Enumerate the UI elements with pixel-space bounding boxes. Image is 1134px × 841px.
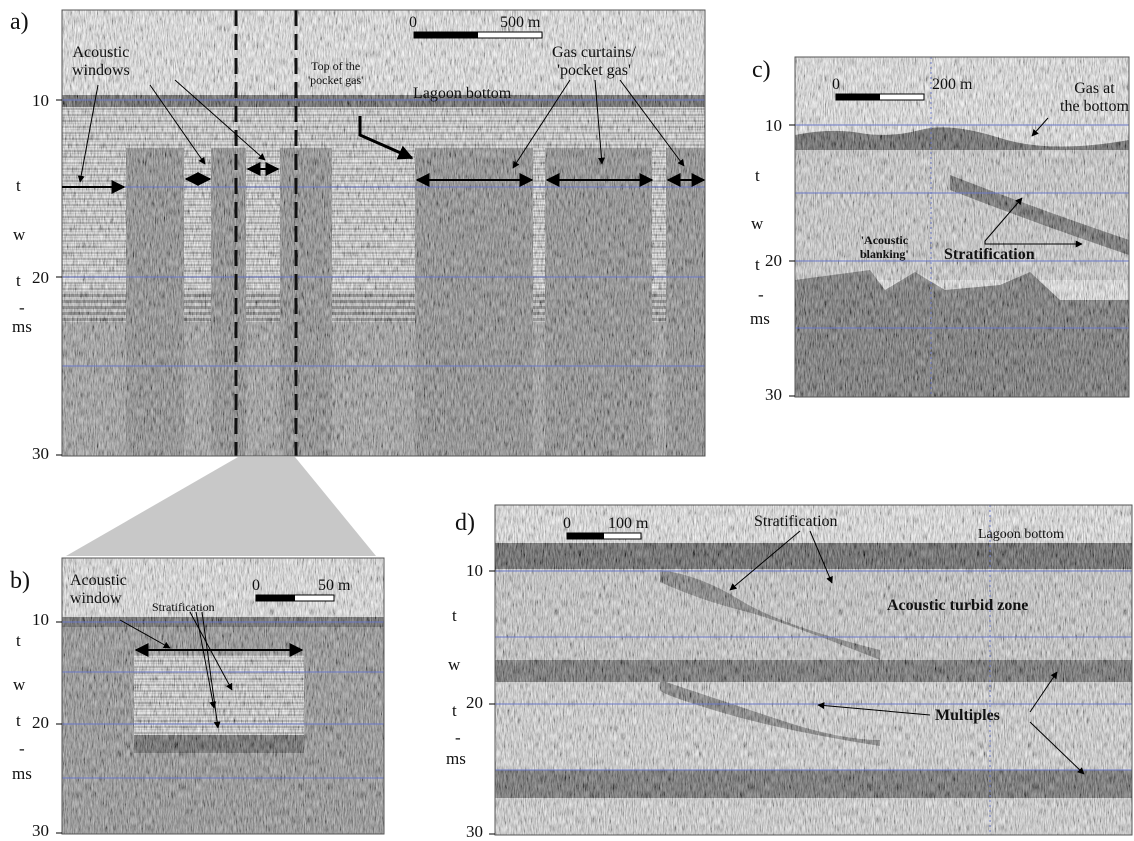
panel-b-letter: b): [10, 568, 30, 594]
panel-c-axis-ms: ms: [750, 309, 770, 328]
label-gas-bottom: Gas at the bottom: [1060, 80, 1129, 115]
panel-b-axis-t1: t: [16, 631, 21, 650]
panel-c-axis-w: w: [751, 214, 764, 233]
panel-c-axis-t2: t: [755, 255, 760, 274]
label-acoustic-window: Acoustic window: [70, 572, 127, 607]
label-acoustic-blanking: 'Acoustic blanking': [860, 233, 909, 261]
panel-c-image: [795, 57, 1129, 397]
panel-d-axis-t1: t: [452, 606, 457, 625]
label-lagoon-bottom-a: Lagoon bottom: [413, 85, 512, 102]
label-acoustic-windows: Acoustic windows: [72, 44, 130, 79]
panel-d-scale-end: 100 m: [608, 515, 649, 532]
label-turbid-zone: Acoustic turbid zone: [887, 597, 1029, 614]
panel-b-axis-dash: -: [19, 739, 25, 758]
panel-b-axis-t2: t: [16, 711, 21, 730]
panel-b-tick-10: 10: [32, 610, 49, 629]
panel-c-axis-dash: -: [758, 285, 764, 304]
panel-b-scale-end: 50 m: [318, 577, 351, 594]
panel-c-arrows: [984, 117, 1083, 248]
panel-c-scale-start: 0: [832, 76, 840, 93]
panel-d-tick-20: 20: [466, 693, 483, 712]
panel-d-scale-start: 0: [563, 515, 571, 532]
panel-c-axis-t1: t: [755, 166, 760, 185]
label-stratification-c: Stratification: [944, 246, 1035, 263]
zoom-connector: [66, 457, 376, 556]
panel-c-tick-10: 10: [765, 116, 782, 135]
panel-d-arrows: [729, 530, 1085, 775]
panel-a-letter: a): [10, 9, 29, 35]
panel-c-letter: c): [752, 57, 771, 83]
panel-b-tick-20: 20: [32, 713, 49, 732]
label-top-pocket-gas: Top of the 'pocket gas': [308, 59, 364, 87]
panel-c-tick-20: 20: [765, 251, 782, 270]
label-lagoon-bottom-d: Lagoon bottom: [978, 527, 1064, 542]
panel-d-axis-ms: ms: [446, 749, 466, 768]
panel-a-axis-w: w: [13, 225, 26, 244]
panel-a-axis-t1: t: [16, 176, 21, 195]
panel-d-image: [495, 505, 1132, 835]
panel-a-axis-ms: ms: [12, 317, 32, 336]
panel-c-scale-bar: [835, 93, 925, 101]
label-multiples: Multiples: [935, 707, 1000, 724]
panel-d-letter: d): [455, 510, 475, 536]
label-stratification-b: Stratification: [152, 600, 215, 614]
panel-b-tick-30: 30: [32, 821, 49, 840]
panel-a-image: [62, 10, 705, 456]
panel-d-tick-30: 30: [466, 822, 483, 841]
panel-a-axis-dash: -: [19, 298, 25, 317]
panel-b-arrows: [119, 611, 304, 729]
panel-d-axis-w: w: [448, 655, 461, 674]
panel-b-image: [62, 558, 384, 834]
panel-a-scale-bar: [413, 31, 543, 39]
panel-b-scale-bar: [255, 594, 335, 602]
panel-a-scale-start: 0: [409, 14, 417, 31]
panel-a-scale-end: 500 m: [500, 14, 541, 31]
panel-b-scale-start: 0: [252, 577, 260, 594]
panel-d-scale-bar: [566, 532, 642, 540]
panel-b-axis-w: w: [13, 675, 26, 694]
panel-c-scale-end: 200 m: [932, 76, 973, 93]
panel-a-tick-30: 30: [32, 444, 49, 463]
panel-d-axis-t2: t: [452, 701, 457, 720]
panel-a-axis-t2: t: [16, 271, 21, 290]
panel-b-axis-ms: ms: [12, 764, 32, 783]
panel-d-axis-dash: -: [455, 728, 461, 747]
panel-d-tick-10: 10: [466, 561, 483, 580]
panel-a-tick-20: 20: [32, 268, 49, 287]
panel-a-tick-10: 10: [32, 91, 49, 110]
label-gas-curtains: Gas curtains/ 'pocket gas': [552, 44, 636, 79]
panel-a-arrows: [62, 79, 706, 194]
panel-c-tick-30: 30: [765, 385, 782, 404]
label-stratification-d: Stratification: [754, 513, 838, 530]
